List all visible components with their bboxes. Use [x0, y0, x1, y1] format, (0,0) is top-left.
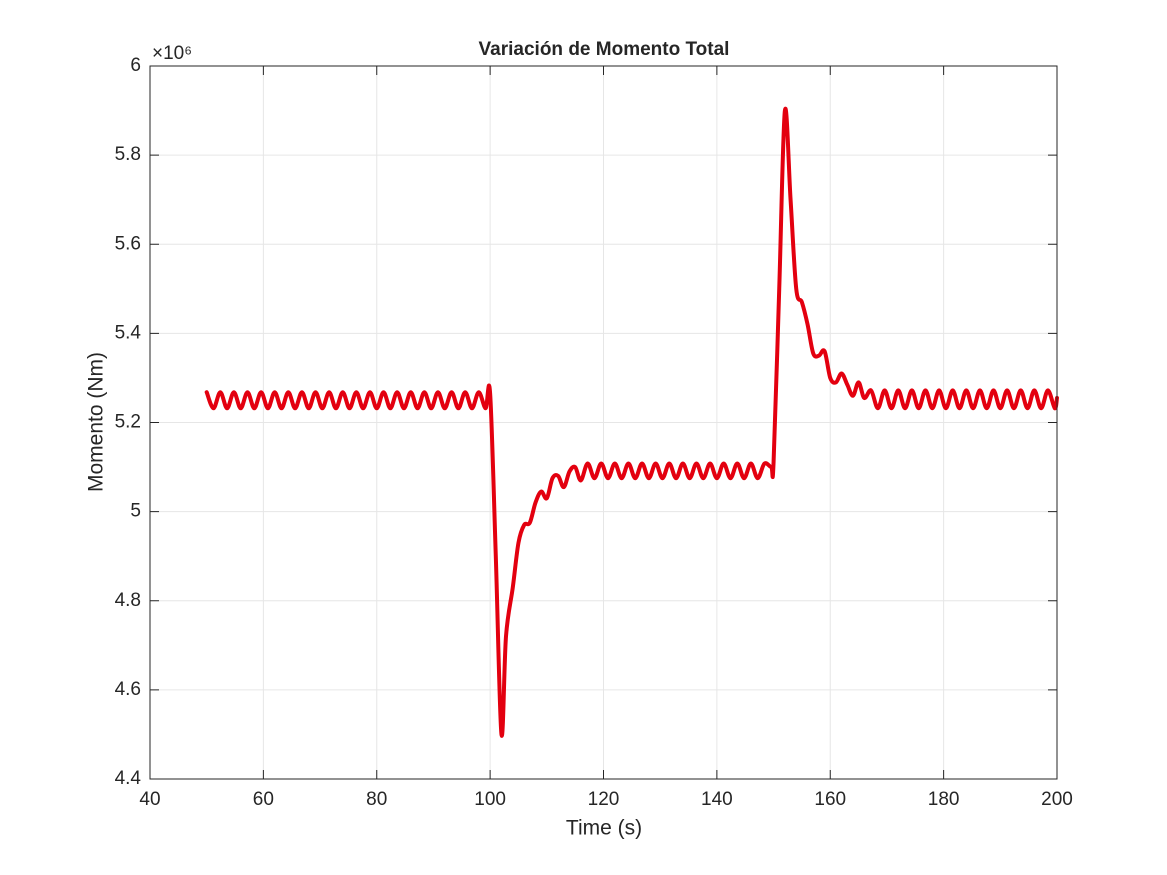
x-tick-label: 180: [928, 789, 960, 810]
y-tick-label: 5.8: [115, 144, 141, 165]
x-tick-label: 100: [474, 789, 506, 810]
y-tick-label: 4.6: [115, 679, 141, 700]
x-tick-label: 120: [588, 789, 620, 810]
plot-area: [204, 106, 1059, 738]
grid: [149, 65, 1058, 780]
y-tick-label: 5.4: [115, 322, 142, 343]
x-tick-label: 60: [253, 789, 274, 810]
y-axis-label: Momento (Nm): [85, 352, 108, 492]
x-tick-label: 160: [814, 789, 846, 810]
y-tick-label: 5.6: [115, 233, 141, 254]
x-tick-label: 40: [139, 789, 160, 810]
ticks: 40 60 80 100 120 140 160 180 200 4.4 4.6 4.8 5 5.2 5.4…: [115, 55, 1073, 810]
x-tick-label: 80: [366, 789, 387, 810]
data-line: [204, 106, 1059, 738]
x-axis-label: Time (s): [566, 817, 642, 840]
chart-title: Variación de Momento Total: [479, 39, 730, 60]
y-tick-label: 4.4: [115, 768, 142, 789]
y-tick-label: 4.8: [115, 590, 141, 611]
x-tick-label: 140: [701, 789, 733, 810]
y-tick-label: 6: [130, 55, 141, 76]
y-multiplier: ×10⁶: [152, 43, 192, 64]
y-tick-label: 5: [130, 501, 141, 522]
x-tick-label: 200: [1041, 789, 1073, 810]
y-tick-label: 5.2: [115, 412, 141, 433]
